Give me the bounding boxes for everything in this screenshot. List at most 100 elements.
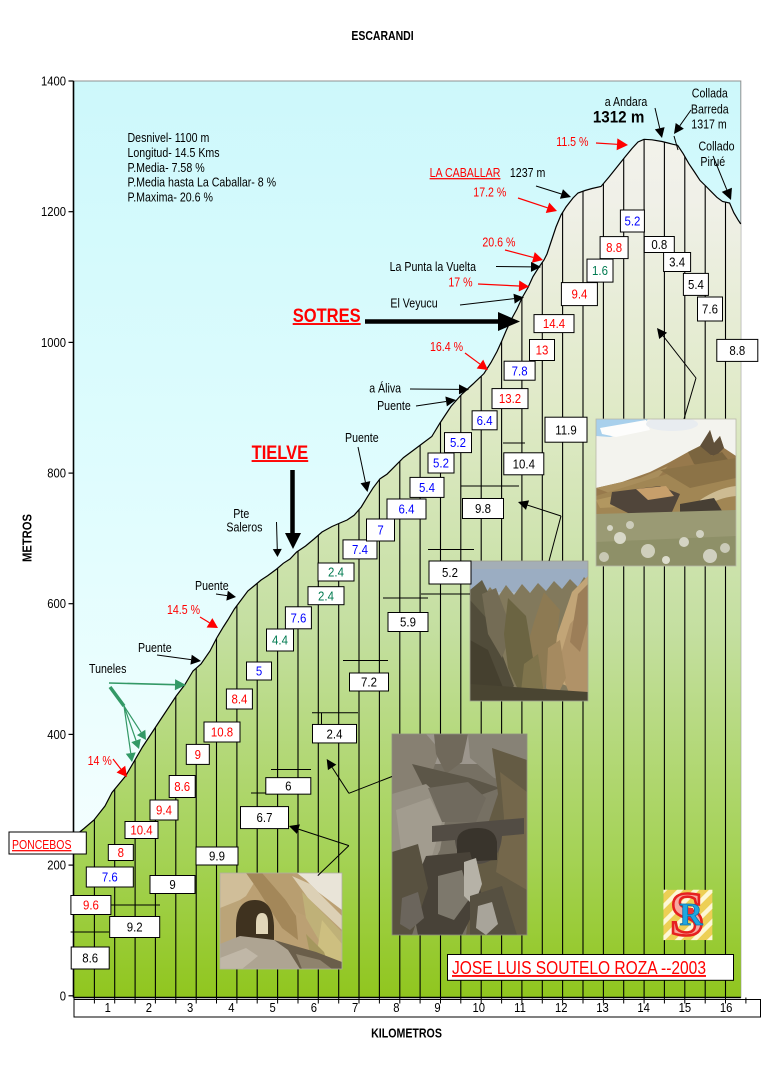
svg-text:12: 12 bbox=[555, 1000, 568, 1015]
svg-text:8.6: 8.6 bbox=[174, 779, 190, 794]
svg-text:Pte: Pte bbox=[233, 507, 249, 521]
svg-text:Saleros: Saleros bbox=[226, 521, 262, 535]
svg-text:9.8: 9.8 bbox=[475, 501, 491, 516]
svg-text:8: 8 bbox=[393, 1000, 400, 1015]
svg-text:11.9: 11.9 bbox=[555, 423, 577, 438]
svg-text:6.4: 6.4 bbox=[477, 413, 493, 428]
svg-text:6: 6 bbox=[311, 1000, 318, 1015]
svg-text:7.6: 7.6 bbox=[102, 870, 118, 885]
svg-text:9.2: 9.2 bbox=[127, 920, 143, 935]
svg-text:Tuneles: Tuneles bbox=[89, 662, 127, 676]
svg-text:Longitud- 14.5 Kms: Longitud- 14.5 Kms bbox=[128, 146, 220, 160]
svg-text:10: 10 bbox=[473, 1000, 486, 1015]
svg-text:14: 14 bbox=[637, 1000, 650, 1015]
svg-text:1312 m: 1312 m bbox=[593, 109, 644, 127]
svg-text:5.4: 5.4 bbox=[688, 277, 704, 292]
svg-text:7.4: 7.4 bbox=[352, 542, 368, 557]
svg-text:P.Media hasta La Caballar- 8 %: P.Media hasta La Caballar- 8 % bbox=[128, 176, 277, 190]
svg-text:5.9: 5.9 bbox=[400, 615, 416, 630]
svg-text:SOTRES: SOTRES bbox=[293, 305, 361, 326]
svg-text:5: 5 bbox=[269, 1000, 276, 1015]
svg-text:7.2: 7.2 bbox=[361, 675, 377, 690]
svg-text:10.4: 10.4 bbox=[130, 823, 152, 838]
svg-text:16: 16 bbox=[720, 1000, 733, 1015]
svg-text:0.8: 0.8 bbox=[651, 237, 667, 252]
svg-text:2: 2 bbox=[146, 1000, 152, 1015]
svg-text:800: 800 bbox=[47, 466, 66, 481]
svg-text:8.8: 8.8 bbox=[729, 343, 745, 358]
svg-text:8: 8 bbox=[118, 845, 125, 860]
svg-text:7: 7 bbox=[352, 1000, 358, 1015]
svg-text:a Andara: a Andara bbox=[605, 95, 648, 109]
svg-text:Puente: Puente bbox=[377, 399, 411, 413]
svg-text:4.4: 4.4 bbox=[272, 633, 288, 648]
svg-text:METROS: METROS bbox=[20, 514, 35, 562]
svg-text:17.2 %: 17.2 % bbox=[473, 186, 506, 200]
svg-text:11.5 %: 11.5 % bbox=[556, 135, 588, 149]
svg-text:9.4: 9.4 bbox=[571, 287, 587, 302]
svg-text:5.2: 5.2 bbox=[433, 456, 449, 471]
svg-text:400: 400 bbox=[47, 727, 66, 742]
svg-text:Collada: Collada bbox=[692, 87, 729, 101]
svg-text:5: 5 bbox=[256, 664, 263, 679]
svg-text:Barreda: Barreda bbox=[691, 103, 729, 117]
svg-text:13: 13 bbox=[536, 343, 549, 358]
svg-text:R: R bbox=[679, 896, 703, 932]
svg-text:17 %: 17 % bbox=[448, 276, 472, 290]
svg-text:TIELVE: TIELVE bbox=[252, 442, 309, 463]
svg-text:13.2: 13.2 bbox=[499, 392, 521, 407]
svg-text:Puente: Puente bbox=[345, 431, 379, 445]
svg-text:7.8: 7.8 bbox=[512, 364, 528, 379]
svg-text:PONCEBOS: PONCEBOS bbox=[12, 839, 72, 852]
svg-text:Collado: Collado bbox=[698, 140, 734, 154]
svg-text:8.6: 8.6 bbox=[82, 951, 98, 966]
svg-text:a Áliva: a Áliva bbox=[369, 382, 401, 396]
svg-text:La Punta la Vuelta: La Punta la Vuelta bbox=[390, 260, 477, 274]
svg-text:11: 11 bbox=[514, 1000, 526, 1015]
svg-text:14 %: 14 % bbox=[88, 754, 112, 768]
svg-text:1317 m: 1317 m bbox=[691, 118, 726, 132]
svg-text:3: 3 bbox=[187, 1000, 194, 1015]
svg-text:9: 9 bbox=[434, 1000, 441, 1015]
svg-text:7.6: 7.6 bbox=[702, 302, 718, 317]
svg-text:9: 9 bbox=[195, 747, 202, 762]
svg-text:P.Maxima- 20.6 %: P.Maxima- 20.6 % bbox=[128, 191, 213, 205]
svg-text:1.6: 1.6 bbox=[592, 264, 608, 279]
svg-text:KILOMETROS: KILOMETROS bbox=[371, 1027, 442, 1041]
svg-text:5.2: 5.2 bbox=[442, 565, 458, 580]
svg-text:5.2: 5.2 bbox=[624, 214, 640, 229]
svg-text:7.6: 7.6 bbox=[290, 611, 306, 626]
svg-text:600: 600 bbox=[47, 597, 66, 612]
svg-text:Pirué: Pirué bbox=[700, 155, 725, 169]
svg-text:4: 4 bbox=[228, 1000, 235, 1015]
svg-text:10.4: 10.4 bbox=[513, 457, 535, 472]
svg-text:1237 m: 1237 m bbox=[510, 166, 545, 180]
svg-text:8.4: 8.4 bbox=[231, 692, 247, 707]
svg-text:14.5 %: 14.5 % bbox=[167, 603, 200, 617]
svg-text:8.8: 8.8 bbox=[606, 241, 622, 256]
svg-text:10.8: 10.8 bbox=[211, 725, 233, 740]
svg-text:13: 13 bbox=[596, 1000, 609, 1015]
svg-text:1000: 1000 bbox=[41, 335, 66, 350]
svg-text:El Veyucu: El Veyucu bbox=[390, 297, 437, 311]
svg-text:ESCARANDI: ESCARANDI bbox=[351, 29, 413, 43]
svg-text:Desnivel- 1100 m: Desnivel- 1100 m bbox=[128, 131, 210, 145]
svg-text:200: 200 bbox=[47, 858, 66, 873]
svg-text:9: 9 bbox=[169, 877, 176, 892]
svg-text:2.4: 2.4 bbox=[327, 727, 343, 742]
svg-text:JOSE LUIS SOUTELO ROZA --2003: JOSE LUIS SOUTELO ROZA --2003 bbox=[452, 958, 706, 978]
svg-text:1200: 1200 bbox=[41, 205, 66, 220]
svg-text:2.4: 2.4 bbox=[328, 565, 344, 580]
svg-text:6: 6 bbox=[285, 779, 292, 794]
svg-text:Puente: Puente bbox=[195, 579, 229, 593]
svg-text:9.6: 9.6 bbox=[83, 898, 99, 913]
svg-text:6.4: 6.4 bbox=[399, 502, 415, 517]
svg-text:20.6 %: 20.6 % bbox=[482, 236, 515, 250]
svg-text:15: 15 bbox=[679, 1000, 692, 1015]
svg-text:6.7: 6.7 bbox=[257, 811, 273, 826]
svg-text:5.4: 5.4 bbox=[419, 480, 435, 495]
svg-text:3.4: 3.4 bbox=[669, 255, 685, 270]
svg-text:16.4 %: 16.4 % bbox=[430, 340, 463, 354]
svg-text:9.9: 9.9 bbox=[209, 849, 225, 864]
svg-text:LA CABALLAR: LA CABALLAR bbox=[430, 166, 501, 180]
